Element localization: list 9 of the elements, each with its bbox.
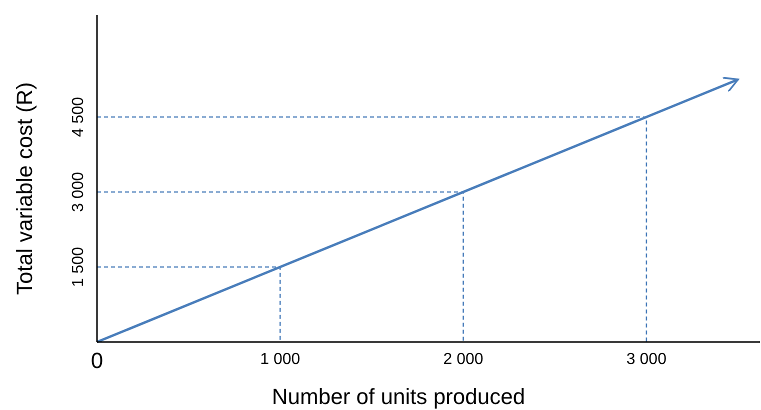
x-tick-label: 2 000: [443, 351, 484, 368]
x-tick-label: 1 000: [260, 351, 300, 368]
x-tick-label: 3 000: [626, 351, 667, 368]
y-tick-label: 1 500: [70, 246, 87, 288]
x-tick-label: 0: [90, 348, 104, 373]
y-tick-label: 3 000: [70, 172, 87, 212]
y-tick-label: 4 500: [70, 96, 87, 138]
x-axis-title: Number of units produced: [272, 384, 526, 409]
y-axis-title: Total variable cost (R): [12, 82, 37, 295]
